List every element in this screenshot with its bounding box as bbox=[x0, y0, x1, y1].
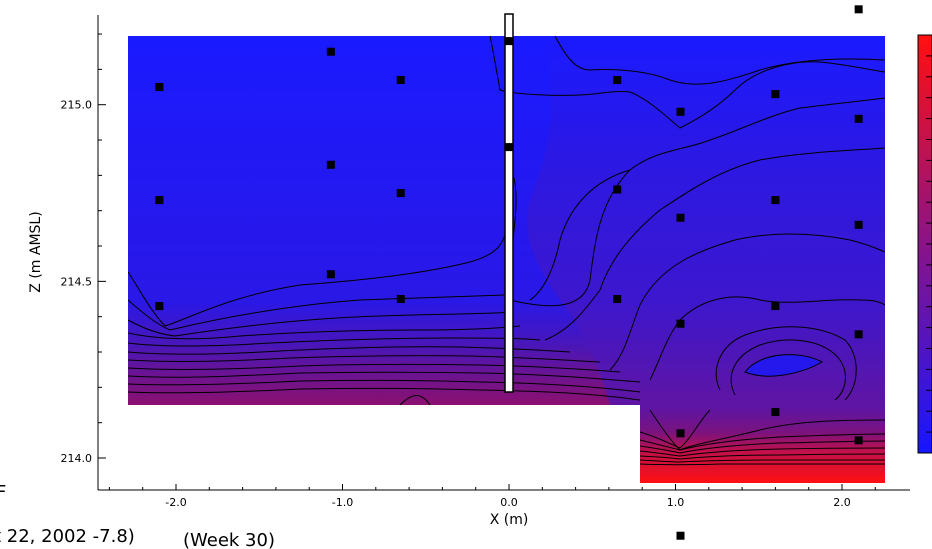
sample-point bbox=[613, 185, 622, 194]
y-tick-label: 215.0 bbox=[61, 99, 93, 112]
colorbar bbox=[917, 34, 932, 454]
sample-point bbox=[771, 302, 780, 311]
cutout-white bbox=[128, 405, 640, 485]
sample-points bbox=[155, 5, 863, 540]
x-axis-ticks: -2.0 -1.0 0.0 1.0 2.0 bbox=[108, 484, 876, 509]
sample-point bbox=[854, 5, 863, 14]
y-tick-label: 214.5 bbox=[61, 275, 93, 288]
x-tick-label: 0.0 bbox=[500, 496, 518, 509]
sample-point bbox=[676, 319, 685, 328]
sample-point bbox=[613, 295, 622, 304]
date-caption: t 22, 2002 -7.8) bbox=[0, 526, 135, 547]
sample-point bbox=[155, 196, 164, 205]
x-tick-label: 2.0 bbox=[833, 496, 851, 509]
sample-point bbox=[396, 75, 405, 84]
x-tick-label: -1.0 bbox=[332, 496, 353, 509]
sample-point bbox=[854, 436, 863, 445]
sample-point bbox=[326, 270, 335, 279]
sample-point bbox=[155, 302, 164, 311]
left-edge-glyph: F bbox=[0, 482, 6, 503]
x-tick-label: 1.0 bbox=[667, 496, 685, 509]
sample-point bbox=[676, 213, 685, 222]
low-zone-fill bbox=[745, 354, 822, 377]
contour-lines bbox=[128, 36, 885, 466]
sample-point bbox=[326, 160, 335, 169]
week-caption: (Week 30) bbox=[183, 530, 275, 549]
x-tick-label: -2.0 bbox=[165, 496, 186, 509]
sample-point bbox=[326, 47, 335, 56]
sample-point bbox=[771, 90, 780, 99]
sample-point bbox=[854, 330, 863, 339]
sample-point bbox=[505, 143, 513, 152]
sample-point bbox=[676, 531, 685, 540]
sample-point bbox=[676, 429, 685, 438]
sample-point bbox=[854, 220, 863, 229]
sample-point bbox=[771, 196, 780, 205]
x-axis-title: X (m) bbox=[490, 512, 529, 528]
sample-point bbox=[676, 107, 685, 116]
sample-point bbox=[854, 114, 863, 123]
well-casing bbox=[504, 13, 514, 393]
sample-point bbox=[396, 189, 405, 198]
y-axis-title: Z (m AMSL) bbox=[28, 211, 44, 292]
sample-point bbox=[613, 75, 622, 84]
y-tick-label: 214.0 bbox=[61, 452, 93, 465]
axes bbox=[97, 15, 910, 491]
sample-point bbox=[396, 295, 405, 304]
right-plume-fill bbox=[527, 36, 885, 405]
sample-point bbox=[505, 37, 513, 46]
sample-point bbox=[771, 408, 780, 417]
sample-point bbox=[155, 83, 164, 92]
